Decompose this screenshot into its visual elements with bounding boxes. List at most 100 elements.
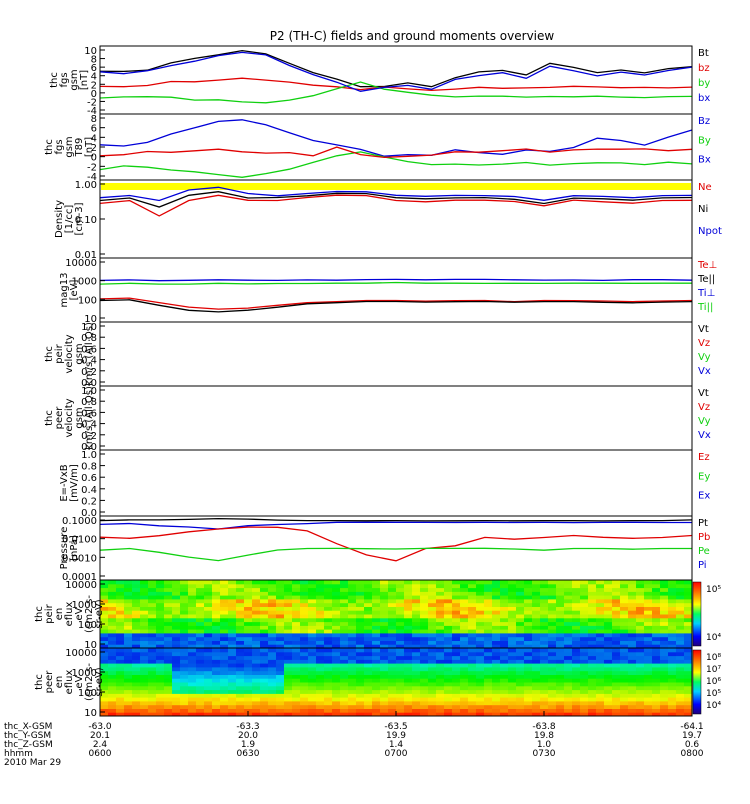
heatmap-cell bbox=[596, 655, 605, 660]
heatmap-cell bbox=[556, 697, 565, 702]
heatmap-cell bbox=[108, 602, 117, 607]
heatmap-cell bbox=[356, 648, 365, 653]
y-axis-label: thcpeirenefluxeV(cm2-s-sr-eV) bbox=[34, 595, 105, 633]
heatmap-cell bbox=[308, 651, 317, 657]
heatmap-cell bbox=[620, 700, 629, 706]
x-row-value: 2.4 bbox=[93, 740, 108, 750]
heatmap-cell bbox=[428, 663, 437, 668]
heatmap-cell bbox=[116, 606, 125, 611]
heatmap-cell bbox=[644, 632, 653, 638]
heatmap-cell bbox=[492, 595, 501, 600]
heatmap-cell bbox=[492, 685, 501, 691]
heatmap-cell bbox=[156, 595, 165, 600]
heatmap-cell bbox=[356, 674, 365, 679]
heatmap-cell bbox=[460, 704, 469, 709]
heatmap-cell bbox=[476, 625, 485, 630]
heatmap-cell bbox=[276, 598, 285, 604]
panel-8: 0.10000.01000.00100.0001Pressure[nPa]PtP… bbox=[59, 515, 710, 583]
heatmap-cell bbox=[444, 598, 453, 604]
heatmap-cell bbox=[460, 595, 469, 600]
heatmap-cell bbox=[180, 636, 189, 641]
heatmap-cell bbox=[572, 685, 581, 691]
heatmap-cell bbox=[388, 595, 397, 600]
heatmap-cell bbox=[108, 663, 117, 668]
heatmap-cell bbox=[284, 621, 293, 626]
heatmap-cell bbox=[108, 610, 117, 615]
heatmap-cell bbox=[292, 587, 301, 592]
heatmap-cell bbox=[180, 617, 189, 623]
heatmap-cell bbox=[580, 602, 589, 607]
heatmap-cell bbox=[588, 666, 597, 672]
heatmap-cell bbox=[460, 659, 469, 664]
heatmap-cell bbox=[340, 693, 349, 698]
legend-Vt: Vt bbox=[698, 388, 709, 399]
heatmap-cell bbox=[412, 629, 421, 634]
heatmap-cell bbox=[476, 621, 485, 626]
heatmap-cell bbox=[364, 591, 373, 596]
heatmap-cell bbox=[284, 595, 293, 600]
heatmap-cell bbox=[396, 587, 405, 592]
heatmap-cell bbox=[404, 655, 413, 660]
heatmap-cell bbox=[172, 678, 181, 683]
heatmap-cell bbox=[652, 583, 661, 589]
heatmap-cell bbox=[532, 617, 541, 623]
heatmap-cell bbox=[500, 614, 509, 619]
heatmap-cell bbox=[540, 674, 549, 679]
heatmap-cell bbox=[540, 636, 549, 641]
heatmap-cell bbox=[516, 670, 525, 675]
heatmap-cell bbox=[612, 632, 621, 638]
heatmap-cell bbox=[180, 689, 189, 694]
heatmap-cell bbox=[108, 674, 117, 679]
heatmap-cell bbox=[324, 632, 333, 638]
heatmap-cell bbox=[164, 697, 173, 702]
heatmap-cell bbox=[124, 595, 133, 600]
heatmap-cell bbox=[540, 614, 549, 619]
heatmap-cell bbox=[228, 704, 237, 709]
heatmap-cell bbox=[188, 617, 197, 623]
heatmap-cell bbox=[108, 678, 117, 683]
panel-9: 10⁵10⁴10000100010010thcpeirenefluxeV(cm2… bbox=[34, 579, 721, 651]
heatmap-cell bbox=[340, 583, 349, 589]
heatmap-cell bbox=[564, 708, 573, 713]
heatmap-cell bbox=[268, 708, 277, 713]
heatmap-cell bbox=[364, 580, 373, 585]
heatmap-cell bbox=[492, 591, 501, 596]
heatmap-cell bbox=[444, 670, 453, 675]
heatmap-cell bbox=[284, 614, 293, 619]
heatmap-cell bbox=[308, 636, 317, 641]
heatmap-cell bbox=[284, 640, 293, 645]
heatmap-cell bbox=[340, 580, 349, 585]
heatmap-cell bbox=[532, 632, 541, 638]
heatmap-cell bbox=[588, 610, 597, 615]
heatmap-cell bbox=[668, 648, 677, 653]
heatmap-cell bbox=[324, 651, 333, 657]
heatmap-cell bbox=[340, 648, 349, 653]
heatmap-cell bbox=[188, 663, 197, 668]
heatmap-cell bbox=[580, 644, 589, 649]
heatmap-cell bbox=[428, 682, 437, 687]
heatmap-cell bbox=[300, 587, 309, 592]
heatmap-cell bbox=[156, 674, 165, 679]
heatmap-cell bbox=[588, 670, 597, 675]
heatmap-cell bbox=[604, 587, 613, 592]
heatmap-cell bbox=[500, 663, 509, 668]
heatmap-cell bbox=[156, 617, 165, 623]
heatmap-cell bbox=[396, 598, 405, 604]
heatmap-cell bbox=[172, 663, 181, 668]
heatmap-cell bbox=[436, 697, 445, 702]
heatmap-cell bbox=[364, 636, 373, 641]
heatmap-cell bbox=[524, 651, 533, 657]
heatmap-cell bbox=[516, 655, 525, 660]
heatmap-cell bbox=[588, 606, 597, 611]
heatmap-cell bbox=[204, 580, 213, 585]
heatmap-cell bbox=[468, 617, 477, 623]
heatmap-cell bbox=[124, 704, 133, 709]
heatmap-cell bbox=[332, 636, 341, 641]
heatmap-cell bbox=[524, 682, 533, 687]
heatmap-cell bbox=[548, 655, 557, 660]
heatmap-cell bbox=[452, 678, 461, 683]
heatmap-cell bbox=[460, 625, 469, 630]
heatmap-cell bbox=[516, 614, 525, 619]
heatmap-cell bbox=[412, 666, 421, 672]
heatmap-cell bbox=[564, 648, 573, 653]
